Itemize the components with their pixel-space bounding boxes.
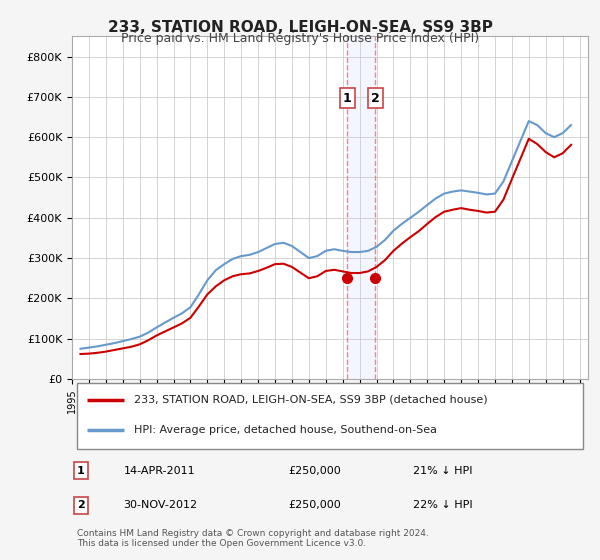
Text: 30-NOV-2012: 30-NOV-2012: [124, 500, 198, 510]
Text: 14-APR-2011: 14-APR-2011: [124, 466, 195, 476]
Text: Contains HM Land Registry data © Crown copyright and database right 2024.
This d: Contains HM Land Registry data © Crown c…: [77, 529, 429, 548]
Text: Price paid vs. HM Land Registry's House Price Index (HPI): Price paid vs. HM Land Registry's House …: [121, 32, 479, 45]
Text: HPI: Average price, detached house, Southend-on-Sea: HPI: Average price, detached house, Sout…: [134, 426, 437, 436]
FancyBboxPatch shape: [77, 382, 583, 449]
Text: £250,000: £250,000: [289, 500, 341, 510]
Text: 2: 2: [77, 500, 85, 510]
Text: 21% ↓ HPI: 21% ↓ HPI: [413, 466, 472, 476]
Text: 1: 1: [343, 92, 352, 105]
Text: 233, STATION ROAD, LEIGH-ON-SEA, SS9 3BP (detached house): 233, STATION ROAD, LEIGH-ON-SEA, SS9 3BP…: [134, 395, 488, 404]
Text: 2: 2: [371, 92, 380, 105]
Text: 233, STATION ROAD, LEIGH-ON-SEA, SS9 3BP: 233, STATION ROAD, LEIGH-ON-SEA, SS9 3BP: [107, 20, 493, 35]
Text: 22% ↓ HPI: 22% ↓ HPI: [413, 500, 472, 510]
Bar: [347, 36, 375, 379]
Text: 1: 1: [77, 466, 85, 476]
Text: £250,000: £250,000: [289, 466, 341, 476]
